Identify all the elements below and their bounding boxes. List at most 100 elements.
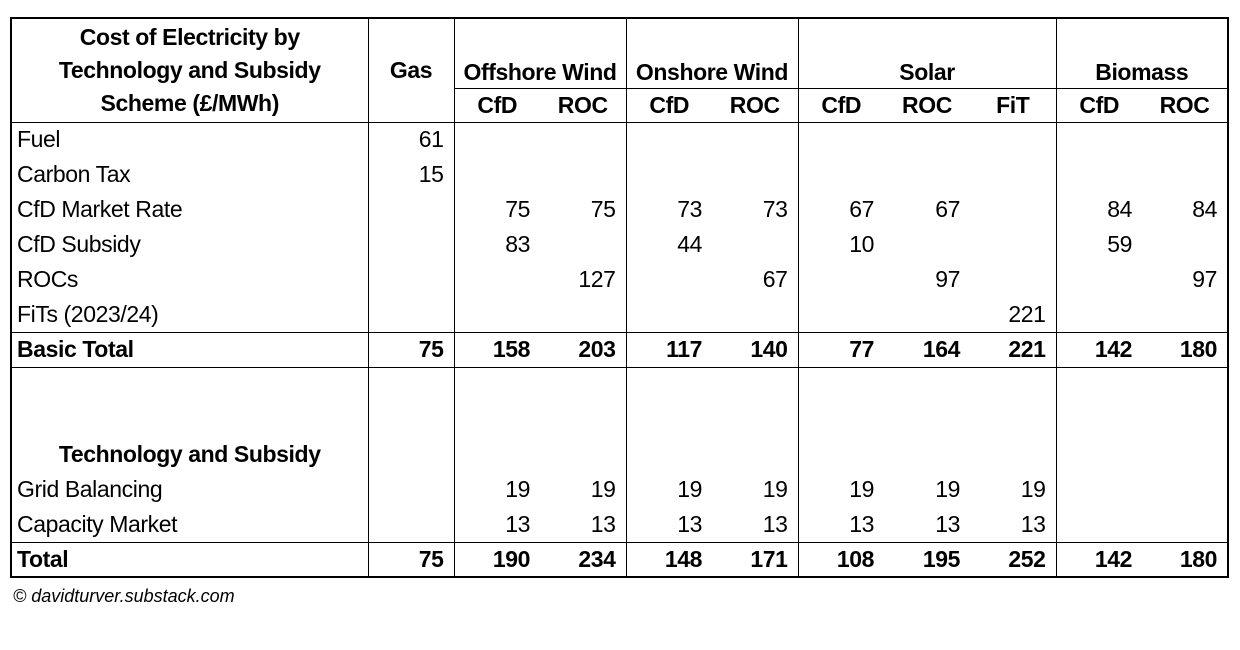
cell-offshore-wind-cfd: 19 bbox=[453, 472, 540, 507]
cell-gas bbox=[367, 367, 454, 437]
cell-offshore-wind-roc: 203 bbox=[540, 331, 626, 368]
cell-offshore-wind-roc: 13 bbox=[590, 510, 616, 537]
row-label: CfD Subsidy bbox=[17, 231, 141, 257]
cell-onshore-wind-cfd bbox=[625, 157, 712, 192]
cell-solar-fit: 13 bbox=[1020, 510, 1046, 537]
cell-solar-fit: 221 bbox=[970, 331, 1057, 368]
cell-solar-fit bbox=[970, 192, 1056, 227]
table-row bbox=[11, 367, 1228, 437]
cell-biomass-cfd: 84 bbox=[1055, 192, 1143, 227]
cell-gas: 75 bbox=[367, 331, 454, 368]
cell-biomass-cfd bbox=[1055, 157, 1143, 192]
cell-onshore-wind-roc: 13 bbox=[762, 510, 788, 537]
table-title-line: Technology and Subsidy bbox=[58, 56, 321, 83]
cell-solar-roc: 97 bbox=[935, 266, 961, 292]
cell-gas bbox=[367, 227, 454, 262]
cell-solar-cfd bbox=[797, 437, 885, 472]
row-label: Grid Balancing bbox=[17, 476, 163, 502]
cell-solar-fit bbox=[970, 262, 1056, 297]
table-row: Fuel 61 bbox=[11, 122, 1228, 157]
cell-offshore-wind-roc bbox=[540, 297, 626, 332]
cell-onshore-wind-cfd: 148 bbox=[625, 541, 712, 577]
cell-onshore-wind-roc bbox=[712, 367, 798, 437]
cell-onshore-wind-cfd bbox=[625, 367, 712, 437]
cell-solar-fit bbox=[970, 437, 1056, 472]
row-label: Fuel bbox=[17, 126, 61, 153]
cell-offshore-wind-roc bbox=[540, 122, 626, 157]
cell-biomass-roc: 180 bbox=[1142, 331, 1229, 368]
column-group-offshore-wind: Offshore Wind bbox=[453, 18, 626, 89]
row-label: Carbon Tax bbox=[17, 161, 131, 187]
table-title-line: Scheme (£/MWh) bbox=[100, 89, 280, 116]
cell-solar-cfd: 108 bbox=[797, 541, 885, 577]
cell-onshore-wind-roc: 19 bbox=[762, 476, 788, 502]
cell-biomass-roc: 84 bbox=[1192, 196, 1218, 222]
cell-onshore-wind-roc: 73 bbox=[762, 196, 788, 222]
cell-solar-roc bbox=[884, 157, 970, 192]
cell-onshore-wind-cfd: 44 bbox=[625, 227, 712, 262]
subcol-offshore-cfd: CfD bbox=[453, 88, 540, 123]
cell-biomass-cfd bbox=[1055, 122, 1143, 157]
cell-onshore-wind-roc: 140 bbox=[712, 331, 799, 368]
cell-gas bbox=[367, 192, 454, 227]
cell-gas bbox=[367, 437, 454, 472]
cell-onshore-wind-roc bbox=[712, 157, 798, 192]
cell-solar-fit bbox=[970, 157, 1056, 192]
table-row: Grid Balancing 19 19 19 19 19 19 19 bbox=[11, 472, 1228, 507]
table-row: ROCs 127 67 97 97 bbox=[11, 262, 1228, 297]
cell-biomass-roc bbox=[1142, 297, 1228, 332]
cell-gas bbox=[367, 507, 454, 542]
table-row: FiTs (2023/24) 221 bbox=[11, 297, 1228, 332]
cell-biomass-cfd bbox=[1055, 437, 1143, 472]
cell-solar-cfd: 19 bbox=[797, 472, 885, 507]
cell-biomass-cfd: 142 bbox=[1055, 331, 1143, 368]
cell-solar-roc: 67 bbox=[935, 196, 961, 222]
cell-biomass-roc bbox=[1142, 507, 1228, 542]
cell-solar-fit bbox=[970, 367, 1056, 437]
row-label: FiTs (2023/24) bbox=[17, 300, 159, 327]
cell-biomass-roc bbox=[1142, 122, 1228, 157]
cell-onshore-wind-cfd bbox=[625, 122, 712, 157]
table-row: Carbon Tax 15 bbox=[11, 157, 1228, 192]
cell-solar-cfd bbox=[797, 297, 885, 332]
column-header-gas: Gas bbox=[367, 18, 454, 123]
cell-biomass-roc: 180 bbox=[1142, 541, 1229, 577]
column-group-solar: Solar bbox=[797, 18, 1057, 89]
table-header: Cost of Electricity by Technology and Su… bbox=[11, 18, 1229, 123]
column-group-onshore-wind: Onshore Wind bbox=[625, 18, 799, 89]
cell-offshore-wind-roc: 127 bbox=[578, 266, 616, 292]
cell-solar-cfd: 10 bbox=[797, 227, 885, 262]
cell-onshore-wind-cfd bbox=[625, 297, 712, 332]
cell-biomass-roc bbox=[1142, 472, 1228, 507]
cell-onshore-wind-cfd bbox=[625, 437, 712, 472]
cell-solar-cfd: 77 bbox=[797, 331, 885, 368]
cell-solar-cfd bbox=[797, 157, 885, 192]
cell-gas bbox=[367, 472, 454, 507]
cell-solar-fit: 19 bbox=[1020, 476, 1046, 502]
cell-offshore-wind-roc bbox=[540, 367, 626, 437]
table-title: Cost of Electricity by Technology and Su… bbox=[11, 18, 368, 123]
cell-solar-roc: 195 bbox=[884, 541, 971, 577]
table-row: Technology and Subsidy bbox=[11, 437, 1228, 472]
cell-biomass-cfd bbox=[1055, 262, 1143, 297]
cell-gas bbox=[367, 297, 454, 332]
column-group-biomass: Biomass bbox=[1055, 18, 1229, 89]
cell-solar-roc bbox=[884, 227, 970, 262]
cell-offshore-wind-cfd: 75 bbox=[453, 192, 540, 227]
cell-onshore-wind-roc bbox=[712, 227, 798, 262]
row-label: Basic Total bbox=[11, 331, 368, 368]
group-header-row: Cost of Electricity by Technology and Su… bbox=[11, 18, 1229, 123]
cell-onshore-wind-roc bbox=[712, 297, 798, 332]
table-row: Basic Total 75 158 203 117 140 77 164 221 142 180 bbox=[11, 331, 1229, 368]
cell-offshore-wind-cfd bbox=[453, 122, 540, 157]
cell-gas bbox=[367, 262, 454, 297]
cell-gas: 61 bbox=[367, 122, 454, 157]
cell-biomass-cfd bbox=[1055, 367, 1143, 437]
cell-onshore-wind-cfd: 73 bbox=[625, 192, 712, 227]
cell-offshore-wind-cfd: 13 bbox=[453, 507, 540, 542]
cell-onshore-wind-roc bbox=[712, 437, 798, 472]
cell-onshore-wind-cfd: 13 bbox=[625, 507, 712, 542]
cell-biomass-cfd bbox=[1055, 507, 1143, 542]
cost-table: Cost of Electricity by Technology and Su… bbox=[10, 17, 1230, 578]
cell-offshore-wind-roc bbox=[540, 157, 626, 192]
